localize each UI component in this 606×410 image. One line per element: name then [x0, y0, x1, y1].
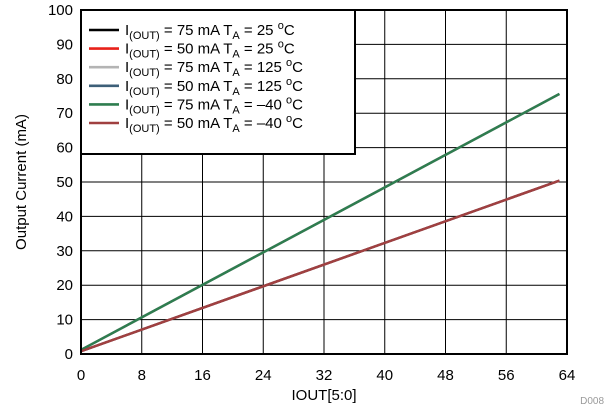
- legend-entry: I(OUT) = 75 mA TA = 125 oC: [125, 57, 303, 79]
- legend-box: [80, 9, 356, 155]
- legend: I(OUT) = 75 mA TA = 25 oCI(OUT) = 50 mA …: [80, 9, 356, 155]
- y-tick-label: 0: [65, 346, 73, 363]
- series-lines: [80, 92, 560, 353]
- series-line-5: [80, 92, 560, 351]
- y-tick-labels: 0 10 20 30 40 50 60 70 80 90 100: [48, 2, 73, 363]
- series-line-6: [80, 179, 560, 353]
- x-tick-label: 64: [559, 367, 576, 384]
- x-tick-label: 24: [255, 367, 272, 384]
- y-tick-label: 20: [56, 277, 73, 294]
- figure-id: D008: [580, 396, 604, 407]
- x-tick-label: 8: [138, 367, 146, 384]
- x-axis-label: IOUT[5:0]: [291, 387, 356, 404]
- y-tick-label: 90: [56, 36, 73, 53]
- y-tick-label: 70: [56, 105, 73, 122]
- y-tick-label: 80: [56, 71, 73, 88]
- legend-entry: I(OUT) = 75 mA TA = 25 oC: [125, 20, 295, 42]
- y-tick-label: 100: [48, 2, 73, 19]
- x-tick-label: 0: [77, 367, 85, 384]
- y-tick-label: 30: [56, 243, 73, 260]
- x-tick-label: 56: [498, 367, 515, 384]
- legend-entry: I(OUT) = 75 mA TA = –40 oC: [125, 94, 303, 116]
- legend-entry: I(OUT) = 50 mA TA = –40 oC: [125, 113, 303, 135]
- x-tick-label: 16: [194, 367, 211, 384]
- y-tick-label: 40: [56, 208, 73, 225]
- legend-entry: I(OUT) = 50 mA TA = 25 oC: [125, 39, 295, 61]
- y-tick-label: 60: [56, 140, 73, 157]
- x-tick-label: 48: [437, 367, 454, 384]
- legend-entry: I(OUT) = 50 mA TA = 125 oC: [125, 76, 303, 98]
- y-axis-label: Output Current (mA): [13, 114, 30, 250]
- y-tick-label: 10: [56, 312, 73, 329]
- x-tick-labels: 0 8 16 24 32 40 48 56 64: [77, 367, 576, 384]
- y-tick-label: 50: [56, 174, 73, 191]
- x-tick-label: 40: [376, 367, 393, 384]
- x-tick-label: 32: [316, 367, 333, 384]
